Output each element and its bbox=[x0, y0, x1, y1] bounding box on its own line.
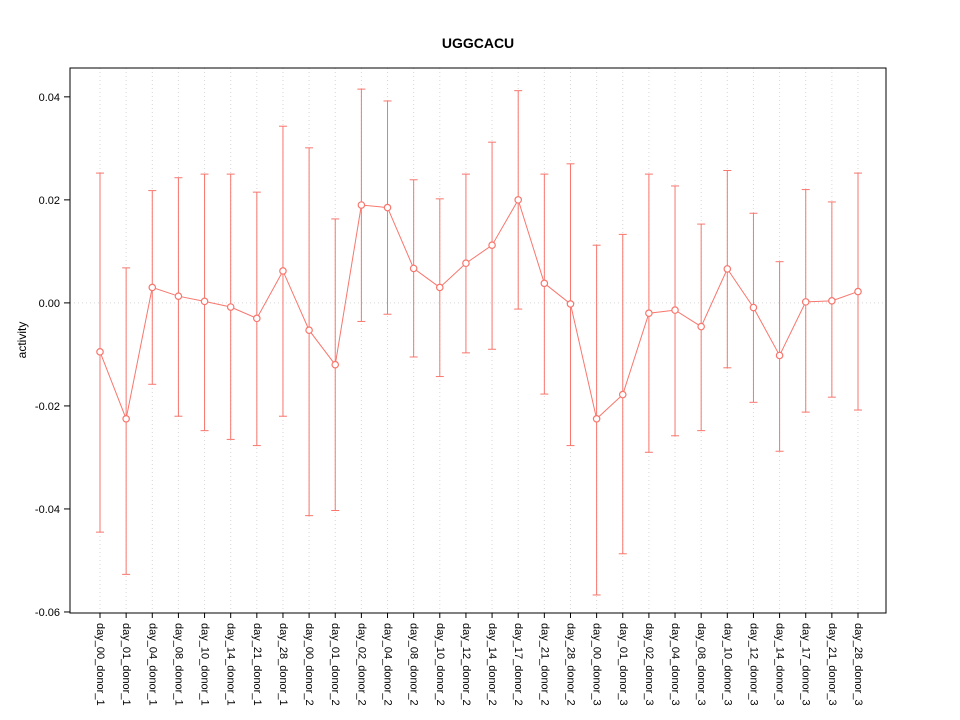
x-tick-label: day_08_donor_2 bbox=[408, 623, 420, 706]
x-tick-label: day_28_donor_2 bbox=[564, 623, 576, 706]
y-tick-label: 0.02 bbox=[39, 195, 60, 207]
x-tick-label: day_10_donor_1 bbox=[199, 623, 211, 706]
data-point bbox=[749, 303, 758, 312]
x-tick-label: day_14_donor_3 bbox=[774, 623, 786, 706]
data-point bbox=[435, 283, 444, 292]
x-tick-label: day_00_donor_1 bbox=[94, 623, 106, 706]
y-axis: -0.06 -0.04 -0.02 0.00 0.02 0.04 bbox=[35, 92, 70, 619]
data-point bbox=[514, 196, 523, 204]
x-tick-label: day_17_donor_2 bbox=[512, 623, 524, 706]
data-point bbox=[226, 303, 235, 311]
data-point bbox=[697, 322, 705, 331]
x-tick-label: day_21_donor_1 bbox=[251, 623, 263, 706]
x-tick-label: day_10_donor_2 bbox=[434, 623, 446, 706]
data-point bbox=[801, 298, 810, 306]
data-point bbox=[775, 351, 784, 360]
x-tick-label: day_14_donor_2 bbox=[486, 623, 498, 706]
data-points bbox=[96, 196, 862, 423]
series-polyline bbox=[99, 198, 859, 421]
x-tick-label: day_00_donor_3 bbox=[591, 623, 603, 706]
data-point bbox=[174, 292, 183, 300]
data-point bbox=[592, 414, 601, 423]
x-tick-label: day_00_donor_2 bbox=[303, 623, 315, 706]
x-tick-label: day_21_donor_2 bbox=[538, 623, 550, 706]
data-point bbox=[148, 283, 157, 292]
data-point bbox=[305, 326, 313, 334]
y-tick-label: -0.04 bbox=[35, 504, 60, 516]
y-tick-label: 0.00 bbox=[39, 298, 60, 310]
x-tick-label: day_02_donor_3 bbox=[643, 623, 655, 706]
gridlines bbox=[99, 68, 859, 613]
x-tick-label: day_04_donor_1 bbox=[146, 623, 158, 706]
data-point bbox=[122, 414, 130, 423]
x-tick-label: day_04_donor_2 bbox=[382, 623, 394, 706]
series-line bbox=[99, 198, 859, 421]
x-tick-label: day_28_donor_3 bbox=[852, 623, 864, 706]
data-point bbox=[383, 203, 392, 212]
data-point bbox=[331, 360, 340, 369]
data-point bbox=[618, 390, 627, 399]
x-tick-label: day_02_donor_2 bbox=[355, 623, 367, 706]
x-tick-label: day_08_donor_3 bbox=[695, 623, 707, 706]
x-tick-label: day_10_donor_3 bbox=[721, 623, 733, 706]
data-point bbox=[409, 264, 418, 273]
data-point bbox=[253, 314, 261, 323]
data-point bbox=[723, 265, 732, 273]
data-point bbox=[357, 201, 366, 209]
data-point bbox=[540, 279, 549, 288]
data-point bbox=[854, 287, 862, 296]
chart-title: UGGCACU bbox=[442, 35, 514, 51]
x-tick-label: day_04_donor_3 bbox=[669, 623, 681, 706]
x-tick-label: day_28_donor_1 bbox=[277, 623, 289, 706]
data-point bbox=[671, 306, 679, 314]
data-point bbox=[566, 300, 575, 308]
y-tick-label: -0.02 bbox=[35, 401, 60, 413]
x-tick-label: day_01_donor_3 bbox=[617, 623, 629, 706]
error-bars bbox=[96, 88, 862, 596]
data-point bbox=[200, 297, 209, 306]
x-tick-label: day_12_donor_3 bbox=[747, 623, 759, 706]
y-tick-label: -0.06 bbox=[35, 607, 60, 619]
y-axis-title: activity bbox=[15, 322, 29, 359]
x-axis: day_00_donor_1 day_01_donor_1 day_04_donor… bbox=[94, 613, 864, 706]
x-tick-label: day_01_donor_1 bbox=[120, 623, 132, 706]
x-tick-label: day_08_donor_1 bbox=[172, 623, 184, 706]
x-tick-label: day_01_donor_2 bbox=[329, 623, 341, 706]
x-tick-label: day_21_donor_3 bbox=[826, 623, 838, 706]
data-point bbox=[488, 241, 496, 250]
x-tick-label: day_17_donor_3 bbox=[800, 623, 812, 706]
data-point bbox=[645, 309, 653, 317]
data-point bbox=[828, 297, 836, 305]
data-point bbox=[462, 259, 470, 268]
data-point bbox=[96, 348, 104, 356]
x-tick-label: day_12_donor_2 bbox=[460, 623, 472, 706]
plot-border bbox=[69, 67, 887, 614]
data-point bbox=[279, 267, 287, 275]
x-tick-label: day_14_donor_1 bbox=[225, 623, 237, 706]
y-tick-label: 0.04 bbox=[39, 92, 60, 104]
